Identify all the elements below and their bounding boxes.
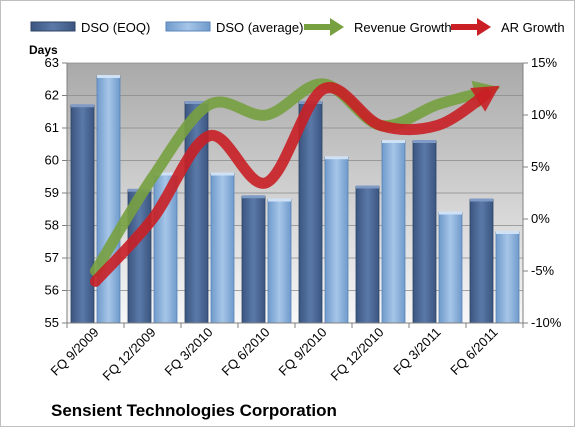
y2-tick-label: -5% xyxy=(531,263,555,278)
y-tick-label: 56 xyxy=(45,283,59,298)
bar-top-highlight xyxy=(211,172,234,176)
bar-top-highlight xyxy=(496,231,519,234)
revenue-growth-line xyxy=(90,78,491,277)
y-tick-label: 62 xyxy=(45,88,59,103)
bar-dso-eoq xyxy=(469,199,494,324)
bar-dso-average xyxy=(267,199,292,324)
legend-label-dso-eoq: DSO (EOQ) xyxy=(81,20,150,35)
bar-top-highlight xyxy=(413,140,436,143)
legend-arrow-revenue-growth xyxy=(330,18,344,36)
bar-dso-eoq xyxy=(298,101,323,324)
y-tick-label: 57 xyxy=(45,250,59,265)
x-tick-label: FQ 6/2010 xyxy=(219,325,273,379)
bar-top-highlight xyxy=(97,75,120,78)
bar-top-highlight xyxy=(268,198,291,202)
y2-tick-label: -10% xyxy=(531,315,562,330)
y2-tick-label: 15% xyxy=(531,55,557,70)
bar-dso-eoq xyxy=(241,195,266,324)
y-tick-label: 63 xyxy=(45,55,59,70)
bar-top-highlight xyxy=(325,156,348,160)
x-tick-label: FQ 9/2010 xyxy=(276,325,330,379)
x-tick-label: FQ 3/2010 xyxy=(162,325,216,379)
y-tick-label: 60 xyxy=(45,153,59,168)
y-tick-label: 61 xyxy=(45,120,59,135)
legend-swatch-dso-eoq xyxy=(30,21,76,32)
bar-dso-average xyxy=(495,231,520,324)
bar-dso-eoq xyxy=(70,104,95,324)
x-tick-label: FQ 9/2009 xyxy=(48,325,102,379)
y-axis-title: Days xyxy=(29,43,58,57)
bar-dso-average xyxy=(438,212,463,324)
legend-swatch-dso-average xyxy=(165,21,211,32)
chart-title: Sensient Technologies Corporation xyxy=(51,401,337,420)
y-tick-label: 58 xyxy=(45,218,59,233)
ar-growth-arrowhead xyxy=(470,85,500,112)
bar-top-highlight xyxy=(470,198,493,202)
legend-arrow-ar-growth xyxy=(477,18,491,36)
bars xyxy=(70,75,520,324)
bar-dso-eoq xyxy=(412,140,437,324)
legend-label-ar-growth: AR Growth xyxy=(501,20,565,35)
x-tick-label: FQ 3/2011 xyxy=(390,325,443,378)
bar-top-highlight xyxy=(71,104,94,108)
bar-top-highlight xyxy=(439,211,462,215)
y2-tick-label: 0% xyxy=(531,211,550,226)
x-tick-label: FQ 12/2010 xyxy=(327,325,386,384)
growth-lines xyxy=(90,78,501,287)
legend-label-revenue-growth: Revenue Growth xyxy=(354,20,452,35)
legend-label-dso-average: DSO (average) xyxy=(216,20,303,35)
y-tick-label: 59 xyxy=(45,185,59,200)
bar-dso-eoq xyxy=(355,186,380,324)
y2-tick-label: 5% xyxy=(531,159,550,174)
y-tick-label: 55 xyxy=(45,315,59,330)
bar-top-highlight xyxy=(185,101,208,104)
bar-top-highlight xyxy=(382,140,405,143)
legend: DSO (EOQ) DSO (average) Revenue Growth AR G… xyxy=(30,18,565,36)
x-tick-label: FQ 12/2009 xyxy=(99,325,158,384)
bar-top-highlight xyxy=(154,172,177,176)
x-tick-label: FQ 6/2011 xyxy=(447,325,500,378)
bar-dso-average xyxy=(324,156,349,324)
bar-dso-average xyxy=(96,75,121,324)
y2-tick-label: 10% xyxy=(531,107,557,122)
bar-dso-average xyxy=(381,140,406,324)
bar-top-highlight xyxy=(356,185,379,189)
bar-top-highlight xyxy=(242,195,265,199)
bar-dso-average xyxy=(210,173,235,324)
ar-growth-line xyxy=(90,82,492,287)
